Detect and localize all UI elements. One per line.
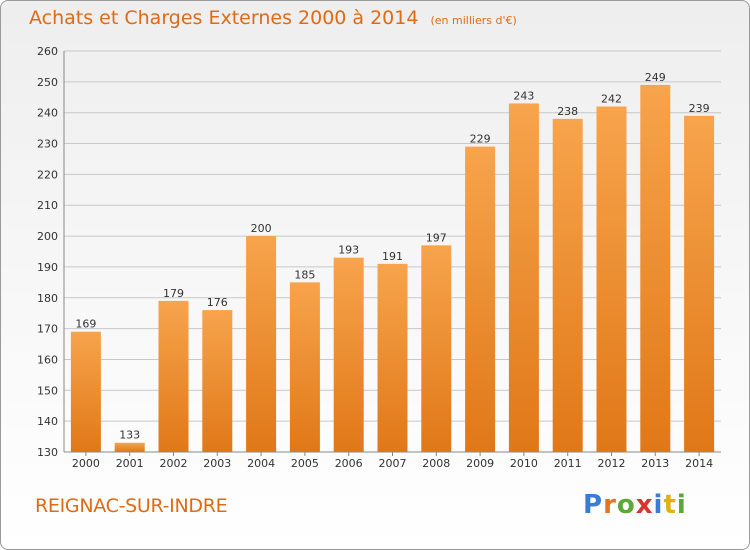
data-label-2010: 243: [513, 89, 534, 102]
y-tick-label: 190: [37, 261, 58, 274]
data-label-2014: 239: [689, 102, 710, 115]
data-label-2001: 133: [119, 429, 140, 442]
x-tick-label-2003: 2003: [203, 457, 231, 470]
x-tick-label-2013: 2013: [641, 457, 669, 470]
logo-letter: i: [676, 490, 687, 520]
y-tick-label: 140: [37, 415, 58, 428]
bar-2011: [552, 118, 583, 452]
x-tick-label-2001: 2001: [116, 457, 144, 470]
y-tick-label: 260: [37, 45, 58, 58]
y-tick-label: 230: [37, 138, 58, 151]
logo-letter: x: [635, 490, 654, 520]
y-tick-label: 220: [37, 168, 58, 181]
x-tick-label-2006: 2006: [335, 457, 363, 470]
data-label-2012: 242: [601, 93, 622, 106]
x-tick-label-2010: 2010: [510, 457, 538, 470]
bar-2010: [508, 103, 539, 452]
data-label-2011: 238: [557, 105, 578, 118]
x-tick-label-2005: 2005: [291, 457, 319, 470]
chart-title: Achats et Charges Externes 2000 à 2014: [29, 7, 419, 29]
data-label-2003: 176: [207, 296, 228, 309]
bar-2013: [640, 84, 671, 452]
bar-2006: [333, 257, 364, 452]
bar-2000: [70, 331, 101, 452]
logo-letter: t: [663, 490, 677, 520]
data-label-2005: 185: [294, 268, 315, 281]
chart-title-block: Achats et Charges Externes 2000 à 2014 (…: [29, 7, 517, 29]
data-label-2008: 197: [426, 231, 447, 244]
bar-2001: [114, 442, 145, 452]
data-label-2013: 249: [645, 71, 666, 84]
x-tick-label-2002: 2002: [160, 457, 188, 470]
bars: [70, 84, 715, 453]
data-label-2006: 193: [338, 244, 359, 257]
data-labels: 169 133 179 176 200 185 193 191 197 229 243 238 242 2…: [75, 71, 709, 442]
x-tick-label-2011: 2011: [554, 457, 582, 470]
y-tick-label: 250: [37, 76, 58, 89]
data-label-2007: 191: [382, 250, 403, 263]
x-tick-label-2000: 2000: [72, 457, 100, 470]
data-label-2000: 169: [75, 318, 96, 331]
y-tick-label: 160: [37, 353, 58, 366]
bar-2003: [202, 310, 233, 452]
axes: 130 140 150 160 170 180 190 200 210 220 230 240 250 2…: [37, 45, 721, 470]
chart-subtitle: (en milliers d'€): [430, 14, 517, 27]
data-label-2004: 200: [251, 222, 272, 235]
y-tick-label: 170: [37, 323, 58, 336]
x-tick-label-2009: 2009: [466, 457, 494, 470]
y-tick-label: 130: [37, 446, 58, 459]
x-tick-label-2014: 2014: [685, 457, 713, 470]
y-tick-label: 200: [37, 230, 58, 243]
bar-2005: [289, 282, 320, 452]
bar-2009: [465, 146, 496, 452]
logo-letter: P: [583, 490, 604, 520]
data-label-2002: 179: [163, 287, 184, 300]
y-tick-label: 180: [37, 292, 58, 305]
x-tick-label-2007: 2007: [379, 457, 407, 470]
logo-letter: i: [653, 490, 664, 520]
bar-2014: [684, 115, 715, 453]
proxiti-logo[interactable]: Proxiti: [583, 490, 687, 520]
x-tick-label-2008: 2008: [422, 457, 450, 470]
y-tick-label: 240: [37, 107, 58, 120]
y-tick-label: 150: [37, 384, 58, 397]
logo-letter: o: [616, 490, 636, 520]
x-tick-label-2004: 2004: [247, 457, 275, 470]
bar-2004: [246, 236, 277, 452]
data-label-2009: 229: [470, 133, 491, 146]
bar-2012: [596, 106, 627, 453]
logo-letter: r: [603, 490, 617, 520]
bar-2007: [377, 263, 408, 452]
x-tick-label-2012: 2012: [598, 457, 626, 470]
bar-2008: [421, 245, 452, 452]
bar-2002: [158, 300, 189, 452]
commune-name: REIGNAC-SUR-INDRE: [35, 495, 228, 517]
y-tick-label: 210: [37, 199, 58, 212]
